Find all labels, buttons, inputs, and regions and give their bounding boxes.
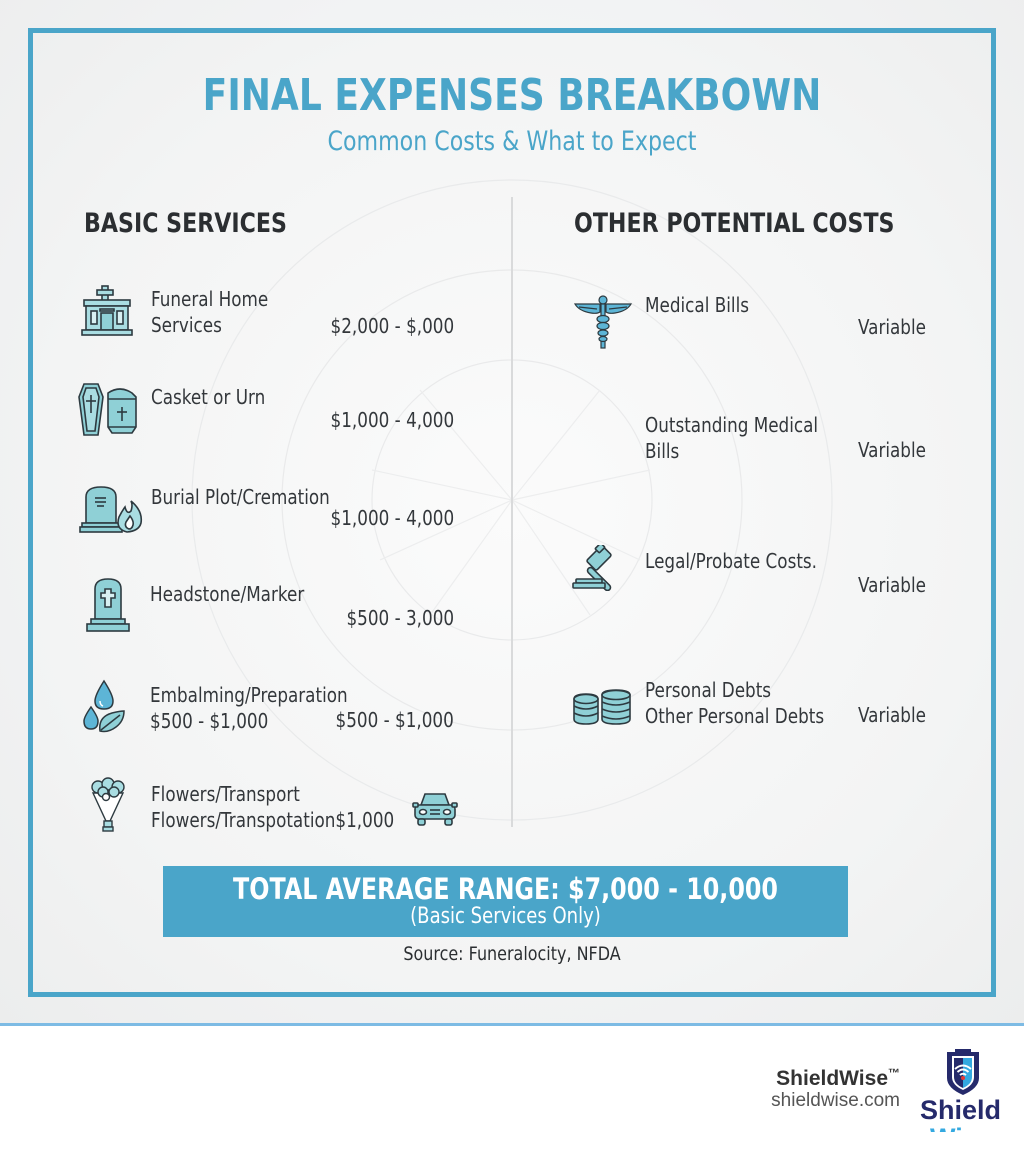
infographic: FINAL EXPENSES BREAKBOWN Common Costs & …	[0, 0, 1024, 1024]
caduceus-icon	[573, 295, 633, 349]
headstone-icon	[86, 578, 130, 632]
shield-wifi-icon	[947, 1049, 979, 1095]
personal-debts-value: Variable	[857, 703, 926, 727]
total-range: TOTAL AVERAGE RANGE: $7,000 - 10,000	[233, 872, 778, 906]
flowers-transport-label: Flowers/Transport Flowers/Transpotation$…	[151, 781, 394, 833]
logo-word-wise: Wise	[930, 1124, 993, 1132]
casket-urn-label: Casket or Urn	[151, 384, 265, 410]
headstone-value: $500 - 3,000	[346, 606, 454, 630]
label-line: Outstanding Medical	[645, 413, 819, 437]
personal-debts-label: Personal Debts Other Personal Debts	[645, 677, 824, 729]
gavel-icon	[572, 545, 612, 591]
source-citation: Source: Funeralocity, NFDA	[403, 943, 621, 965]
funeral-home-label: Funeral Home Services	[151, 286, 268, 338]
label-line: Flowers/Transport	[151, 782, 300, 806]
label-line: Other Personal Debts	[645, 704, 825, 728]
shieldwise-logo: Shield Wise	[918, 1048, 1008, 1132]
label-line: Medical Bills	[645, 293, 749, 317]
outstanding-medical-value: Variable	[857, 438, 926, 462]
legal-probate-value: Variable	[857, 573, 926, 597]
label-line: Headstone/Marker	[150, 582, 305, 606]
label-line: $500 - $1,000	[150, 709, 269, 733]
brand-name: ShieldWise™	[776, 1066, 900, 1091]
medical-bills-value: Variable	[857, 315, 926, 339]
label-line: Legal/Probate Costs.	[645, 549, 818, 573]
total-banner: TOTAL AVERAGE RANGE: $7,000 - 10,000 (Ba…	[163, 866, 848, 937]
label-line: Personal Debts	[645, 678, 772, 702]
basic-services-heading: BASIC SERVICES	[84, 208, 287, 239]
page-title: FINAL EXPENSES BREAKBOWN	[202, 70, 822, 121]
coin-stacks-icon	[573, 689, 631, 725]
drops-leaf-icon	[83, 679, 125, 733]
label-line: Funeral Home	[151, 287, 269, 311]
embalming-label: Embalming/Preparation $500 - $1,000	[150, 682, 348, 734]
burial-plot-value: $1,000 - 4,000	[330, 506, 454, 530]
column-divider	[511, 197, 513, 827]
label-line: Services	[151, 313, 222, 337]
medical-bills-label: Medical Bills	[645, 292, 749, 318]
burial-plot-label: Burial Plot/Cremation	[151, 484, 330, 510]
outstanding-medical-label: Outstanding Medical Bills	[645, 412, 818, 464]
brand-name-text: ShieldWise	[776, 1067, 888, 1090]
embalming-value: $500 - $1,000	[335, 708, 454, 732]
label-line: Flowers/Transpotation$1,000	[151, 808, 395, 832]
brand-url[interactable]: shieldwise.com	[771, 1090, 900, 1111]
page-subtitle: Common Costs & What to Expect	[327, 126, 697, 157]
other-costs-heading: OTHER POTENTIAL COSTS	[574, 208, 895, 239]
label-line: Bills	[645, 439, 680, 463]
casket-urn-value: $1,000 - 4,000	[330, 408, 454, 432]
bouquet-icon	[91, 777, 125, 832]
headstone-label: Headstone/Marker	[150, 581, 304, 607]
label-line: Embalming/Preparation	[150, 683, 348, 707]
funeral-home-icon	[81, 285, 133, 336]
casket-urn-icon	[78, 383, 137, 436]
label-line: Casket or Urn	[151, 385, 266, 409]
legal-probate-label: Legal/Probate Costs.	[645, 548, 817, 574]
footer-divider	[0, 1023, 1024, 1026]
tombstone-flame-icon	[79, 486, 143, 533]
funeral-home-value: $2,000 - $,000	[330, 314, 454, 338]
car-icon	[412, 793, 458, 826]
trademark-symbol: ™	[888, 1066, 900, 1080]
total-note: (Basic Services Only)	[410, 904, 601, 929]
logo-word-shield: Shield	[920, 1095, 1002, 1125]
label-line: Burial Plot/Cremation	[151, 485, 330, 509]
